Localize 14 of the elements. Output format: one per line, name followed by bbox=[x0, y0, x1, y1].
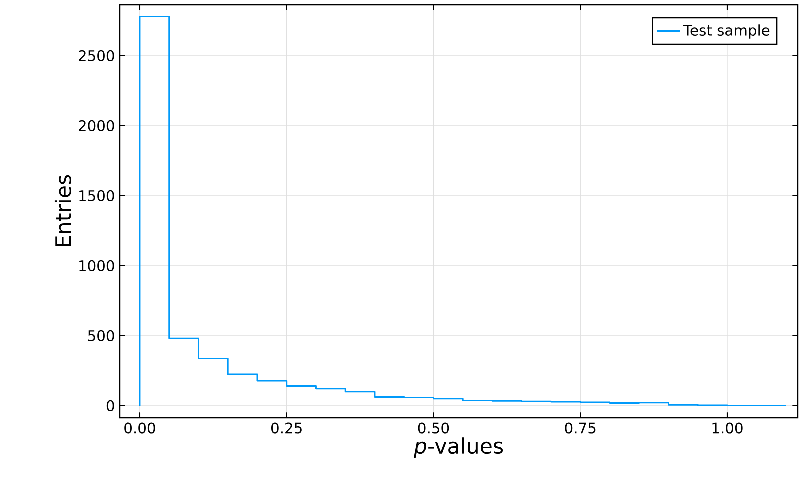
y-tick-label: 2500 bbox=[79, 50, 114, 62]
x-tick-label: 0.25 bbox=[271, 422, 302, 434]
x-tick-label: 1.00 bbox=[712, 422, 743, 434]
y-tick-label: 1000 bbox=[80, 260, 114, 272]
x-tick-label: 0.75 bbox=[565, 422, 596, 434]
x-tick-label: 0.50 bbox=[418, 422, 450, 434]
y-axis-title: Entries bbox=[54, 175, 72, 247]
legend-label: Test sample bbox=[683, 24, 770, 39]
y-tick-label: 2000 bbox=[79, 120, 114, 132]
y-tick-label: 500 bbox=[88, 330, 114, 342]
x-tick-label: 0.00 bbox=[124, 422, 156, 434]
x-axis-title: p-values bbox=[414, 438, 504, 458]
y-tick-label: 1500 bbox=[80, 190, 114, 202]
y-tick-label: 0 bbox=[106, 400, 114, 412]
